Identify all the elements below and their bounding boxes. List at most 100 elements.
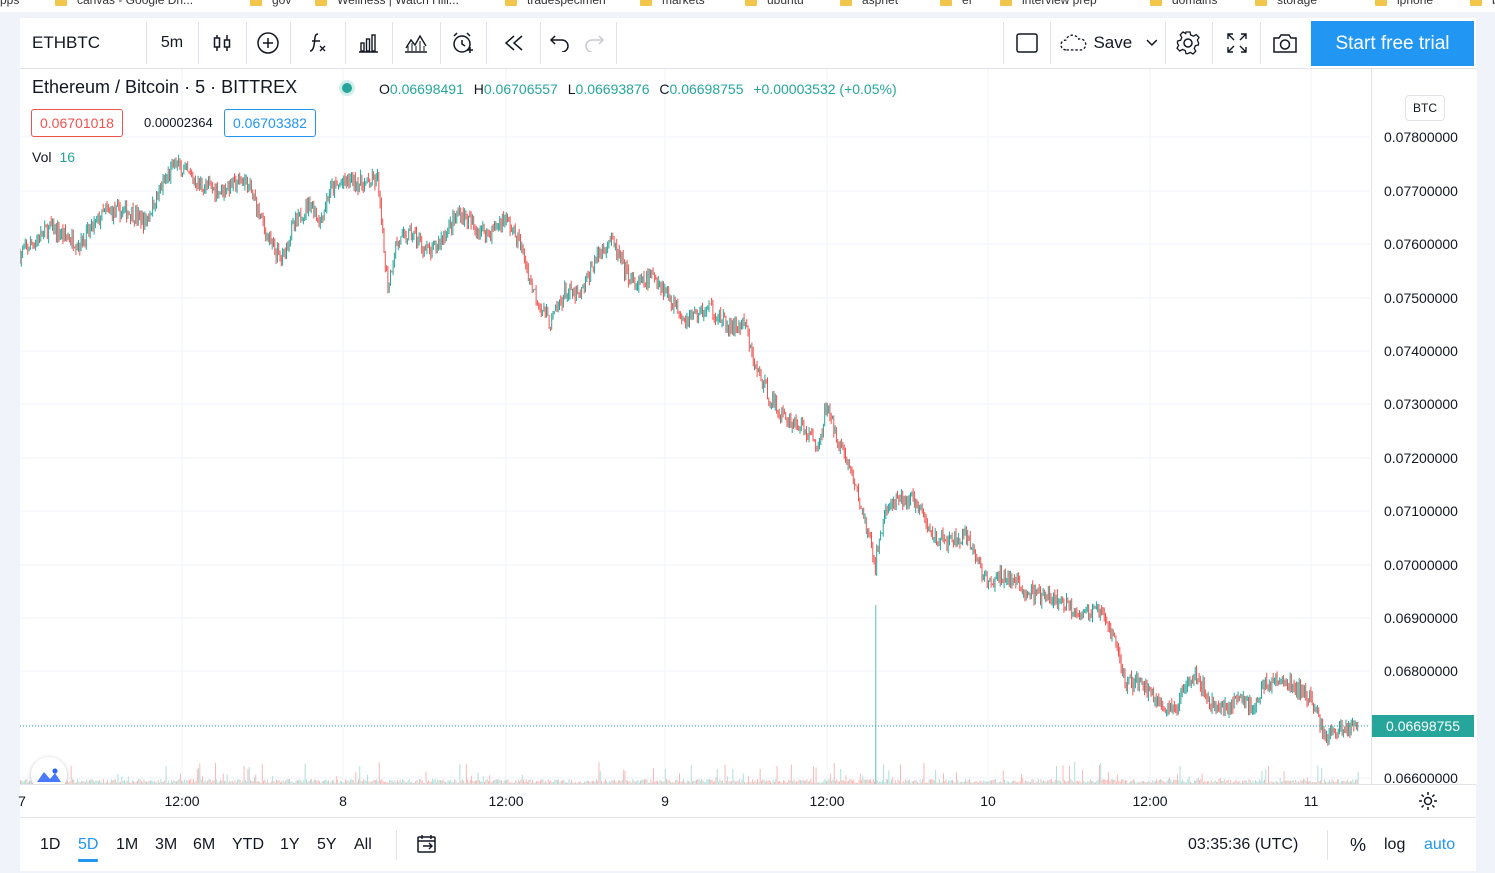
volume-bar (1001, 781, 1003, 784)
range-1d-button[interactable]: 1D (40, 836, 61, 853)
volume-bar (883, 764, 885, 784)
start-free-trial-button[interactable]: Start free trial (1311, 21, 1474, 66)
scale-settings-icon[interactable] (1418, 791, 1438, 816)
goto-date-icon[interactable] (416, 833, 438, 860)
volume-bar (1140, 781, 1142, 784)
volume-bar (1252, 780, 1254, 784)
volume-bar (341, 781, 342, 784)
volume-bar (334, 782, 336, 784)
candles-icon[interactable] (204, 18, 240, 68)
templates-icon[interactable] (398, 18, 434, 68)
volume-bar (436, 782, 437, 784)
volume-bar (533, 782, 535, 784)
layout-icon[interactable] (1009, 18, 1045, 68)
range-all-button[interactable]: All (354, 836, 372, 853)
bookmark-item[interactable]: iphone (1375, 0, 1433, 7)
interval-button[interactable]: 5m (160, 34, 184, 51)
last-price-label: 0.06698755 (1372, 715, 1474, 737)
volume-bar (87, 781, 89, 784)
range-1m-button[interactable]: 1M (116, 836, 139, 853)
bookmark-item[interactable]: tradespecimen (505, 0, 606, 7)
bookmark-item[interactable]: canvas - Google Dri... (55, 0, 193, 7)
auto-scale-toggle[interactable]: auto (1424, 836, 1456, 853)
price-scale[interactable]: BTC 0.07800000 0.07700000 0.07600000 0.0750… (1371, 69, 1477, 786)
bookmark-item[interactable]: Wellness | Watch Hill... (315, 0, 459, 7)
log-scale-toggle[interactable]: log (1384, 836, 1406, 853)
volume-bar (606, 781, 608, 784)
volume-bar (144, 781, 146, 784)
volume-bar (748, 776, 749, 784)
volume-bar (1212, 782, 1213, 784)
range-1y-button[interactable]: 1Y (280, 836, 300, 853)
financials-icon[interactable] (350, 18, 386, 68)
replay-icon[interactable] (496, 18, 532, 68)
volume-bar (783, 780, 784, 784)
range-ytd-button[interactable]: YTD (232, 836, 264, 853)
top-toolbar: ETHBTC 5m (20, 18, 1476, 69)
range-5y-button[interactable]: 5Y (317, 836, 337, 853)
volume-bar (1229, 782, 1230, 784)
volume-bar (660, 781, 662, 784)
volume-bar (1022, 777, 1024, 784)
volume-bar (134, 782, 136, 784)
tradingview-logo-icon[interactable] (31, 757, 67, 784)
volume-bar (1154, 780, 1156, 784)
range-6m-button[interactable]: 6M (193, 836, 216, 853)
percent-scale-toggle[interactable]: % (1350, 835, 1367, 855)
volume-legend[interactable]: Vol 16 (32, 149, 75, 165)
redo-icon[interactable] (576, 18, 612, 68)
volume-bar (577, 781, 579, 784)
volume-bar (829, 773, 831, 784)
buy-price-button[interactable]: 0.06703382 (224, 109, 316, 137)
add-compare-icon[interactable] (250, 18, 286, 68)
volume-bar (767, 781, 769, 784)
alert-icon[interactable] (445, 18, 481, 68)
bookmark-item[interactable]: interview prep (1000, 0, 1097, 7)
range-3m-button[interactable]: 3M (155, 836, 178, 853)
bookmark-item[interactable]: ubuntu (745, 0, 804, 7)
bookmark-item[interactable]: domains (1150, 0, 1217, 7)
toolbar-separator (1165, 22, 1166, 64)
bookmark-item[interactable]: bo (1470, 0, 1495, 7)
price-chart[interactable] (20, 69, 1370, 784)
bookmark-item[interactable]: pps (0, 0, 19, 7)
indicators-icon[interactable] (300, 18, 336, 68)
chart-pane[interactable]: Ethereum / Bitcoin · 5 · BITTREX O0.0669… (20, 69, 1370, 784)
volume-bar (377, 781, 379, 784)
volume-bar (896, 782, 898, 784)
camera-icon[interactable] (1267, 18, 1303, 68)
volume-bar (1135, 782, 1137, 784)
series-title[interactable]: Ethereum / Bitcoin · 5 · BITTREX (32, 77, 298, 97)
volume-bar (224, 780, 225, 784)
volume-bar (325, 779, 327, 784)
bookmark-item[interactable]: aspnet (840, 0, 898, 7)
chevron-down-icon[interactable] (1146, 39, 1158, 47)
volume-bar (514, 782, 515, 784)
volume-bar (871, 781, 873, 784)
volume-bar (161, 781, 163, 784)
range-5d-button[interactable]: 5D (78, 836, 99, 853)
volume-bar (501, 780, 502, 784)
time-scale[interactable]: 7 12:00 8 12:00 9 12:00 10 12:00 11 (18, 784, 1476, 817)
folder-icon (1470, 0, 1482, 6)
fullscreen-icon[interactable] (1219, 18, 1255, 68)
sell-price-button[interactable]: 0.06701018 (31, 109, 123, 137)
bookmark-item[interactable]: markets (640, 0, 705, 7)
utc-clock[interactable]: 03:35:36 (UTC) (1188, 836, 1299, 853)
market-status-dot[interactable] (342, 83, 352, 93)
volume-bar (845, 775, 847, 784)
volume-bar (330, 781, 332, 784)
undo-icon[interactable] (542, 18, 578, 68)
volume-bar (287, 779, 289, 784)
save-button[interactable]: Save (1058, 18, 1158, 68)
volume-bar (242, 781, 244, 784)
volume-bar (615, 781, 617, 784)
currency-badge[interactable]: BTC (1405, 95, 1445, 121)
symbol-search-button[interactable]: ETHBTC (32, 33, 100, 52)
volume-bar (673, 782, 675, 784)
bookmark-item[interactable]: gov (250, 0, 291, 7)
bookmark-item[interactable]: ef (940, 0, 972, 7)
bookmark-item[interactable]: storage (1255, 0, 1317, 7)
volume-bar (828, 779, 830, 784)
settings-icon[interactable] (1170, 18, 1206, 68)
